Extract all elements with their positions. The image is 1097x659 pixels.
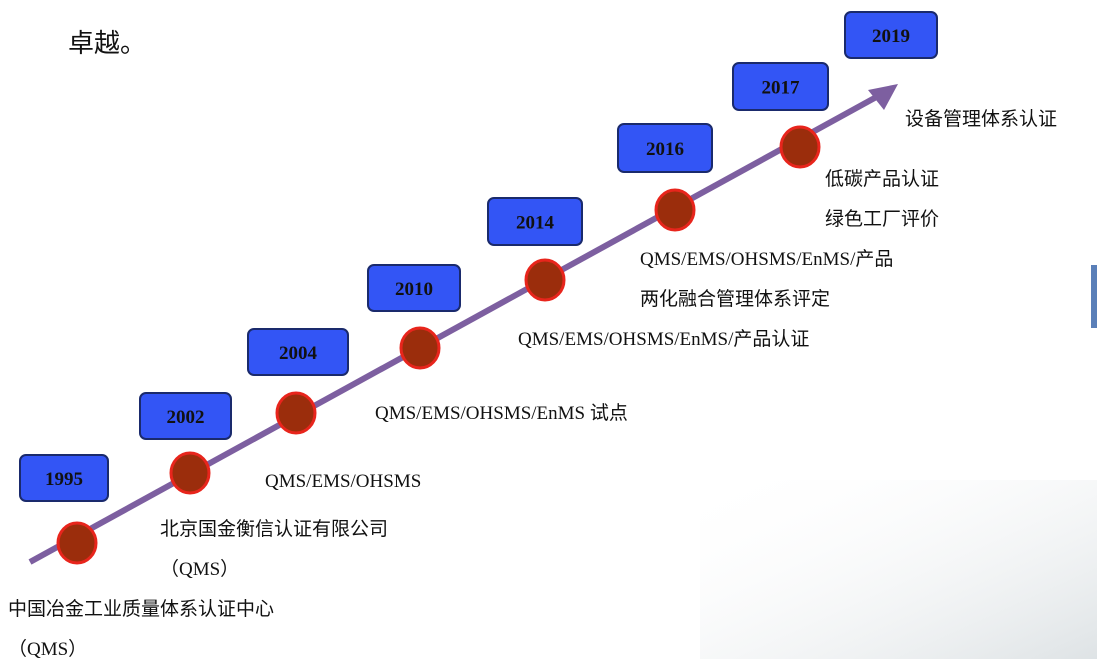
timeline-node — [58, 523, 96, 563]
slide: 卓越。 1995 中国冶金工业质量体系认证中心 （QMS） 2002 北京国金衡信认证有… — [0, 0, 1097, 659]
timeline-node — [656, 190, 694, 230]
milestone-description: QMS/EMS/OHSMS/EnMS/产品认证 — [518, 328, 809, 350]
milestone-description: 北京国金衡信认证有限公司 — [160, 518, 388, 540]
milestone-description: 中国冶金工业质量体系认证中心 — [8, 598, 274, 620]
milestone-description: （QMS） — [160, 558, 239, 580]
milestone-description: 两化融合管理体系评定 — [640, 288, 830, 310]
header-text: 卓越。 — [68, 29, 146, 58]
edge-bar — [1091, 265, 1097, 328]
year-label: 2016 — [646, 139, 684, 160]
timeline-node — [277, 393, 315, 433]
year-label: 2017 — [762, 78, 801, 99]
milestone-description: （QMS） — [8, 638, 87, 659]
timeline-node — [781, 127, 819, 167]
timeline-node — [526, 260, 564, 300]
year-label: 2014 — [516, 213, 555, 234]
year-label: 2002 — [167, 407, 205, 428]
year-label: 2004 — [279, 343, 318, 364]
milestone-description: 低碳产品认证 — [825, 168, 939, 190]
milestone-description: 设备管理体系认证 — [905, 108, 1057, 130]
milestone-description: 绿色工厂评价 — [825, 208, 939, 230]
milestone-description: QMS/EMS/OHSMS/EnMS 试点 — [375, 402, 628, 424]
milestone-description: QMS/EMS/OHSMS — [265, 471, 421, 492]
year-label: 2019 — [872, 26, 910, 47]
timeline-node — [401, 328, 439, 368]
background-decoration — [700, 480, 1097, 659]
milestone-description: QMS/EMS/OHSMS/EnMS/产品 — [640, 248, 893, 270]
year-label: 2010 — [395, 279, 433, 300]
year-label: 1995 — [45, 469, 83, 490]
timeline-node — [171, 453, 209, 493]
